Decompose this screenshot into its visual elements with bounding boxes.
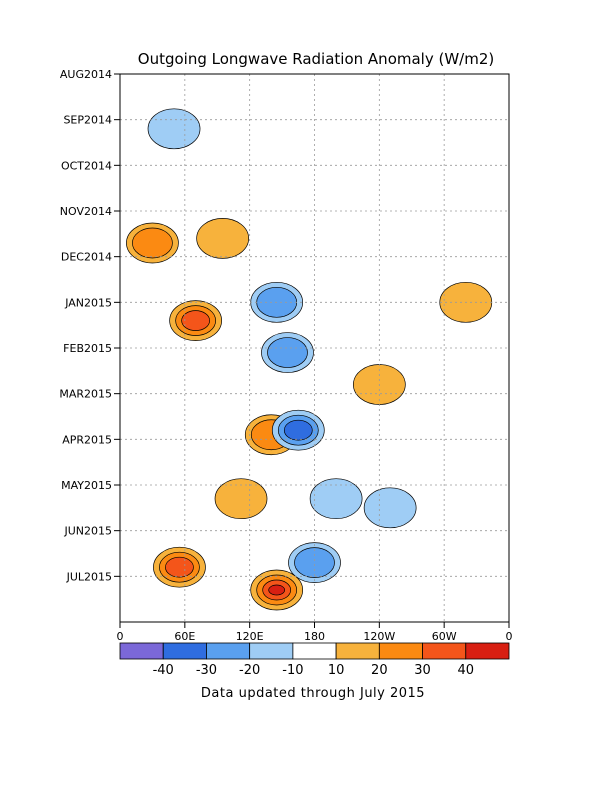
colorbar-label: -40 <box>153 663 174 678</box>
anomaly-feature <box>363 487 417 529</box>
y-tick-label: FEB2015 <box>63 342 112 355</box>
colorbar-label: -10 <box>282 663 303 678</box>
y-tick-label: DEC2014 <box>61 251 112 264</box>
y-tick-label: OCT2014 <box>61 159 112 172</box>
y-tick-label: AUG2014 <box>60 68 112 81</box>
x-tick-label: 0 <box>117 630 124 643</box>
anomaly-contour <box>283 419 313 441</box>
data-updated-note: Data updated through July 2015 <box>201 686 425 701</box>
anomaly-feature <box>261 332 314 373</box>
anomaly-contour <box>363 487 417 529</box>
colorbar-swatch <box>162 642 207 660</box>
y-axis-ticks: AUG2014 SEP2014 OCT2014 NOV2014 DEC2014 JAN20… <box>59 68 120 583</box>
grid-lines <box>120 74 509 622</box>
colorbar-swatch <box>292 642 337 660</box>
colorbar-label: 30 <box>414 663 431 678</box>
anomaly-feature <box>126 222 179 264</box>
anomaly-contour <box>181 310 210 331</box>
chart-title: Outgoing Longwave Radiation Anomaly (W/m… <box>138 50 494 68</box>
anomaly-contour <box>196 218 250 259</box>
colorbar-swatch <box>422 642 467 660</box>
anomaly-contour <box>214 478 268 520</box>
colorbar-label: 40 <box>458 663 475 678</box>
anomaly-feature <box>271 409 325 451</box>
anomaly-field <box>126 108 493 611</box>
y-tick-label: MAR2015 <box>59 388 112 401</box>
colorbar-label: -20 <box>239 663 260 678</box>
anomaly-contour <box>267 337 308 368</box>
x-tick-label: 120W <box>363 630 395 643</box>
anomaly-feature <box>196 218 250 259</box>
y-tick-label: MAY2015 <box>61 479 112 492</box>
colorbar-swatch <box>465 642 510 660</box>
y-tick-label: SEP2014 <box>63 114 112 127</box>
x-tick-label: 180 <box>304 630 325 643</box>
colorbar-label: 10 <box>328 663 345 678</box>
x-tick-label: 60W <box>432 630 457 643</box>
anomaly-feature <box>309 478 363 520</box>
colorbar-swatch <box>119 642 164 660</box>
anomaly-feature <box>153 546 206 588</box>
anomaly-feature <box>250 569 304 611</box>
colorbar-swatch <box>378 642 423 660</box>
anomaly-contour <box>165 556 194 578</box>
y-tick-label: JAN2015 <box>64 296 112 309</box>
x-tick-label: 120E <box>236 630 264 643</box>
x-axis-ticks: 0 60E 120E 180 120W 60W 0 <box>117 622 513 643</box>
colorbar-label: 20 <box>371 663 388 678</box>
y-tick-label: JUL2015 <box>66 570 112 583</box>
anomaly-contour <box>147 108 201 150</box>
x-tick-label: 0 <box>506 630 513 643</box>
y-tick-label: NOV2014 <box>60 205 112 218</box>
x-tick-label: 60E <box>174 630 195 643</box>
anomaly-feature <box>147 108 201 150</box>
anomaly-feature <box>169 300 222 341</box>
anomaly-contour <box>294 547 335 578</box>
colorbar-labels: -40 -30 -20 -10 10 20 30 40 <box>153 663 474 678</box>
colorbar-label: -30 <box>196 663 217 678</box>
y-tick-label: JUN2015 <box>63 525 112 538</box>
anomaly-contour <box>309 478 363 520</box>
anomaly-feature <box>288 542 341 583</box>
colorbar-swatch <box>249 642 294 660</box>
colorbar-swatch <box>335 642 380 660</box>
y-tick-label: APR2015 <box>62 433 112 446</box>
colorbar <box>119 642 510 660</box>
anomaly-contour <box>268 584 286 596</box>
colorbar-swatch <box>206 642 251 660</box>
anomaly-contour <box>132 227 173 259</box>
anomaly-feature <box>214 478 268 520</box>
